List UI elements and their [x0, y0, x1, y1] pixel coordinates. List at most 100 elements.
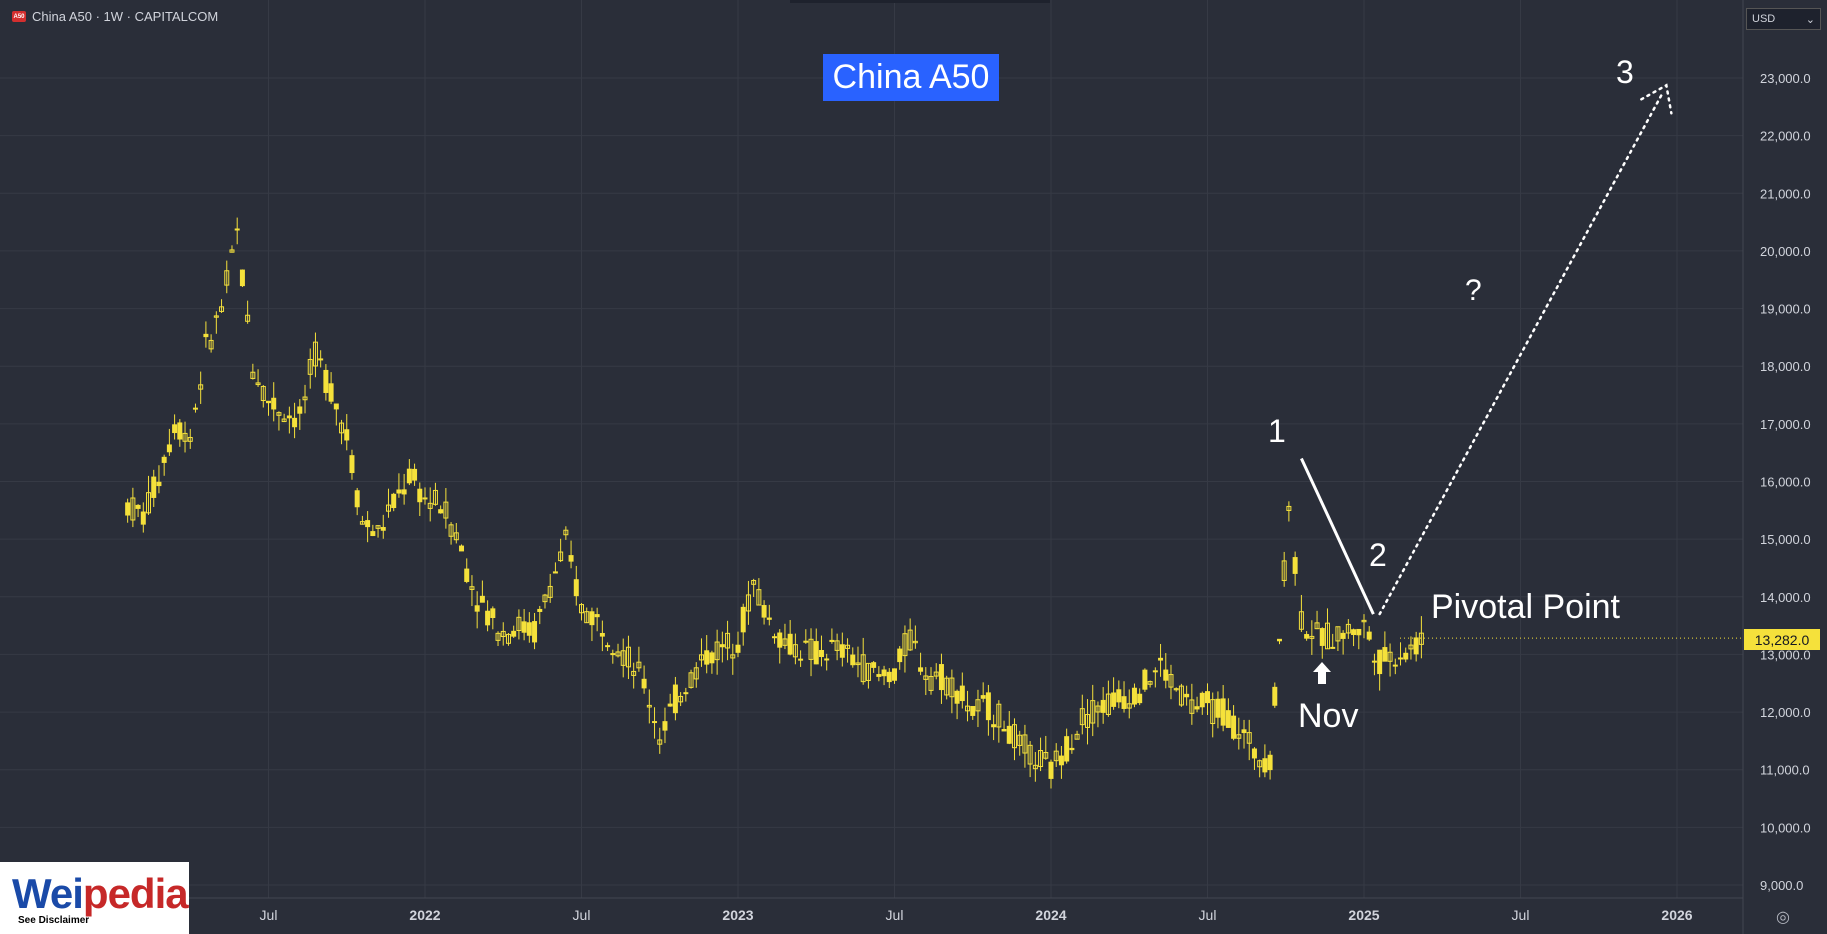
y-tick-label: 10,000.0	[1760, 820, 1811, 835]
wave-line	[1300, 457, 1375, 615]
candle-body	[370, 531, 376, 537]
candle-body	[1085, 714, 1091, 728]
y-tick-label: 12,000.0	[1760, 705, 1811, 720]
candle-body	[1205, 691, 1210, 704]
candle-body	[1356, 628, 1362, 636]
candle-body	[172, 424, 178, 434]
candle-body	[719, 644, 725, 648]
candle-body	[1246, 732, 1252, 744]
symbol-header[interactable]: A50 China A50 · 1W · CAPITALCOM	[12, 9, 218, 24]
candle-body	[297, 406, 303, 414]
candle-body	[401, 489, 407, 495]
candle-body	[1027, 744, 1033, 765]
candle-body	[573, 579, 579, 597]
candle-body	[1184, 693, 1190, 698]
candle-body	[772, 636, 778, 639]
candle-body	[1038, 750, 1044, 768]
candle-body	[239, 269, 245, 287]
candle-body	[620, 650, 626, 666]
candle-body	[615, 651, 621, 657]
y-tick-label: 15,000.0	[1760, 532, 1811, 547]
x-tick-label: 2023	[722, 907, 753, 923]
candle-body	[1371, 660, 1377, 663]
chevron-down-icon: ⌄	[1805, 13, 1815, 26]
candle-body	[412, 468, 418, 481]
symbol-line: China A50 · 1W · CAPITALCOM	[32, 9, 219, 24]
candle-body	[1319, 628, 1325, 646]
candle-body	[464, 568, 470, 582]
candle-body	[1403, 652, 1409, 660]
candle-body	[135, 504, 141, 509]
candle-body	[1189, 699, 1195, 714]
candle-body	[646, 704, 652, 708]
candle-body	[146, 492, 152, 514]
candle-body	[1079, 708, 1085, 726]
candle-body	[709, 652, 715, 664]
candle-body	[1281, 560, 1287, 581]
x-tick-label: Jul	[1512, 907, 1530, 923]
candle-body	[318, 358, 324, 361]
candle-body	[949, 677, 955, 698]
candle-body	[1152, 670, 1158, 673]
candle-body	[1100, 699, 1106, 713]
candle-body	[1168, 674, 1174, 688]
settings-icon[interactable]: ◎	[1776, 909, 1790, 926]
candle-body	[307, 358, 313, 375]
projection-dotted-line	[1378, 94, 1663, 616]
candle-body	[490, 608, 496, 619]
candle-body	[271, 397, 277, 410]
candle-body	[479, 595, 485, 603]
candle-body	[860, 654, 866, 683]
candle-body	[459, 545, 465, 552]
candle-body	[1257, 760, 1263, 768]
currency-select[interactable]: USD ⌄	[1746, 8, 1821, 30]
candle-body	[933, 671, 939, 677]
candle-body	[224, 270, 230, 286]
candle-body	[1382, 647, 1388, 662]
candle-body	[140, 511, 146, 525]
candle-body	[667, 703, 673, 707]
wave-label-3: 3	[1616, 54, 1634, 90]
candle-body	[161, 456, 167, 463]
candle-body	[735, 644, 741, 653]
candle-body	[1335, 626, 1341, 642]
candle-body	[1173, 688, 1179, 691]
candle-body	[156, 481, 162, 487]
candle-body	[886, 671, 892, 683]
candle-body	[568, 555, 574, 562]
candle-body	[166, 444, 172, 453]
candle-body	[975, 699, 981, 712]
candle-body	[1105, 693, 1111, 715]
candle-body	[970, 705, 976, 716]
candle-body	[1361, 619, 1367, 623]
candle-body	[344, 429, 350, 441]
candle-body	[594, 614, 600, 618]
x-tick-label: Jul	[1199, 907, 1217, 923]
candle-body	[813, 641, 819, 665]
candle-body	[792, 644, 798, 658]
candle-body	[266, 400, 271, 404]
candle-body	[1147, 681, 1153, 685]
candle-body	[657, 739, 663, 745]
candle-body	[1366, 631, 1372, 640]
candle-body	[208, 339, 214, 350]
candle-body	[1241, 729, 1247, 734]
candle-body	[432, 489, 438, 505]
candle-body	[824, 658, 830, 661]
candle-body	[1377, 649, 1383, 675]
candle-body	[1194, 706, 1200, 710]
candle-body	[1163, 669, 1169, 681]
candle-body	[1314, 622, 1320, 630]
candle-body	[1215, 698, 1221, 718]
x-tick-label: 2022	[409, 907, 440, 923]
candle-body	[1011, 724, 1017, 749]
candle-body	[1345, 623, 1351, 634]
candle-body	[1292, 557, 1298, 574]
logo-part1: Wei	[12, 870, 84, 917]
candle-body	[1262, 758, 1268, 773]
candle-body	[427, 502, 433, 509]
candle-body	[328, 383, 334, 402]
candle-body	[1340, 632, 1346, 639]
candle-body	[198, 384, 204, 390]
